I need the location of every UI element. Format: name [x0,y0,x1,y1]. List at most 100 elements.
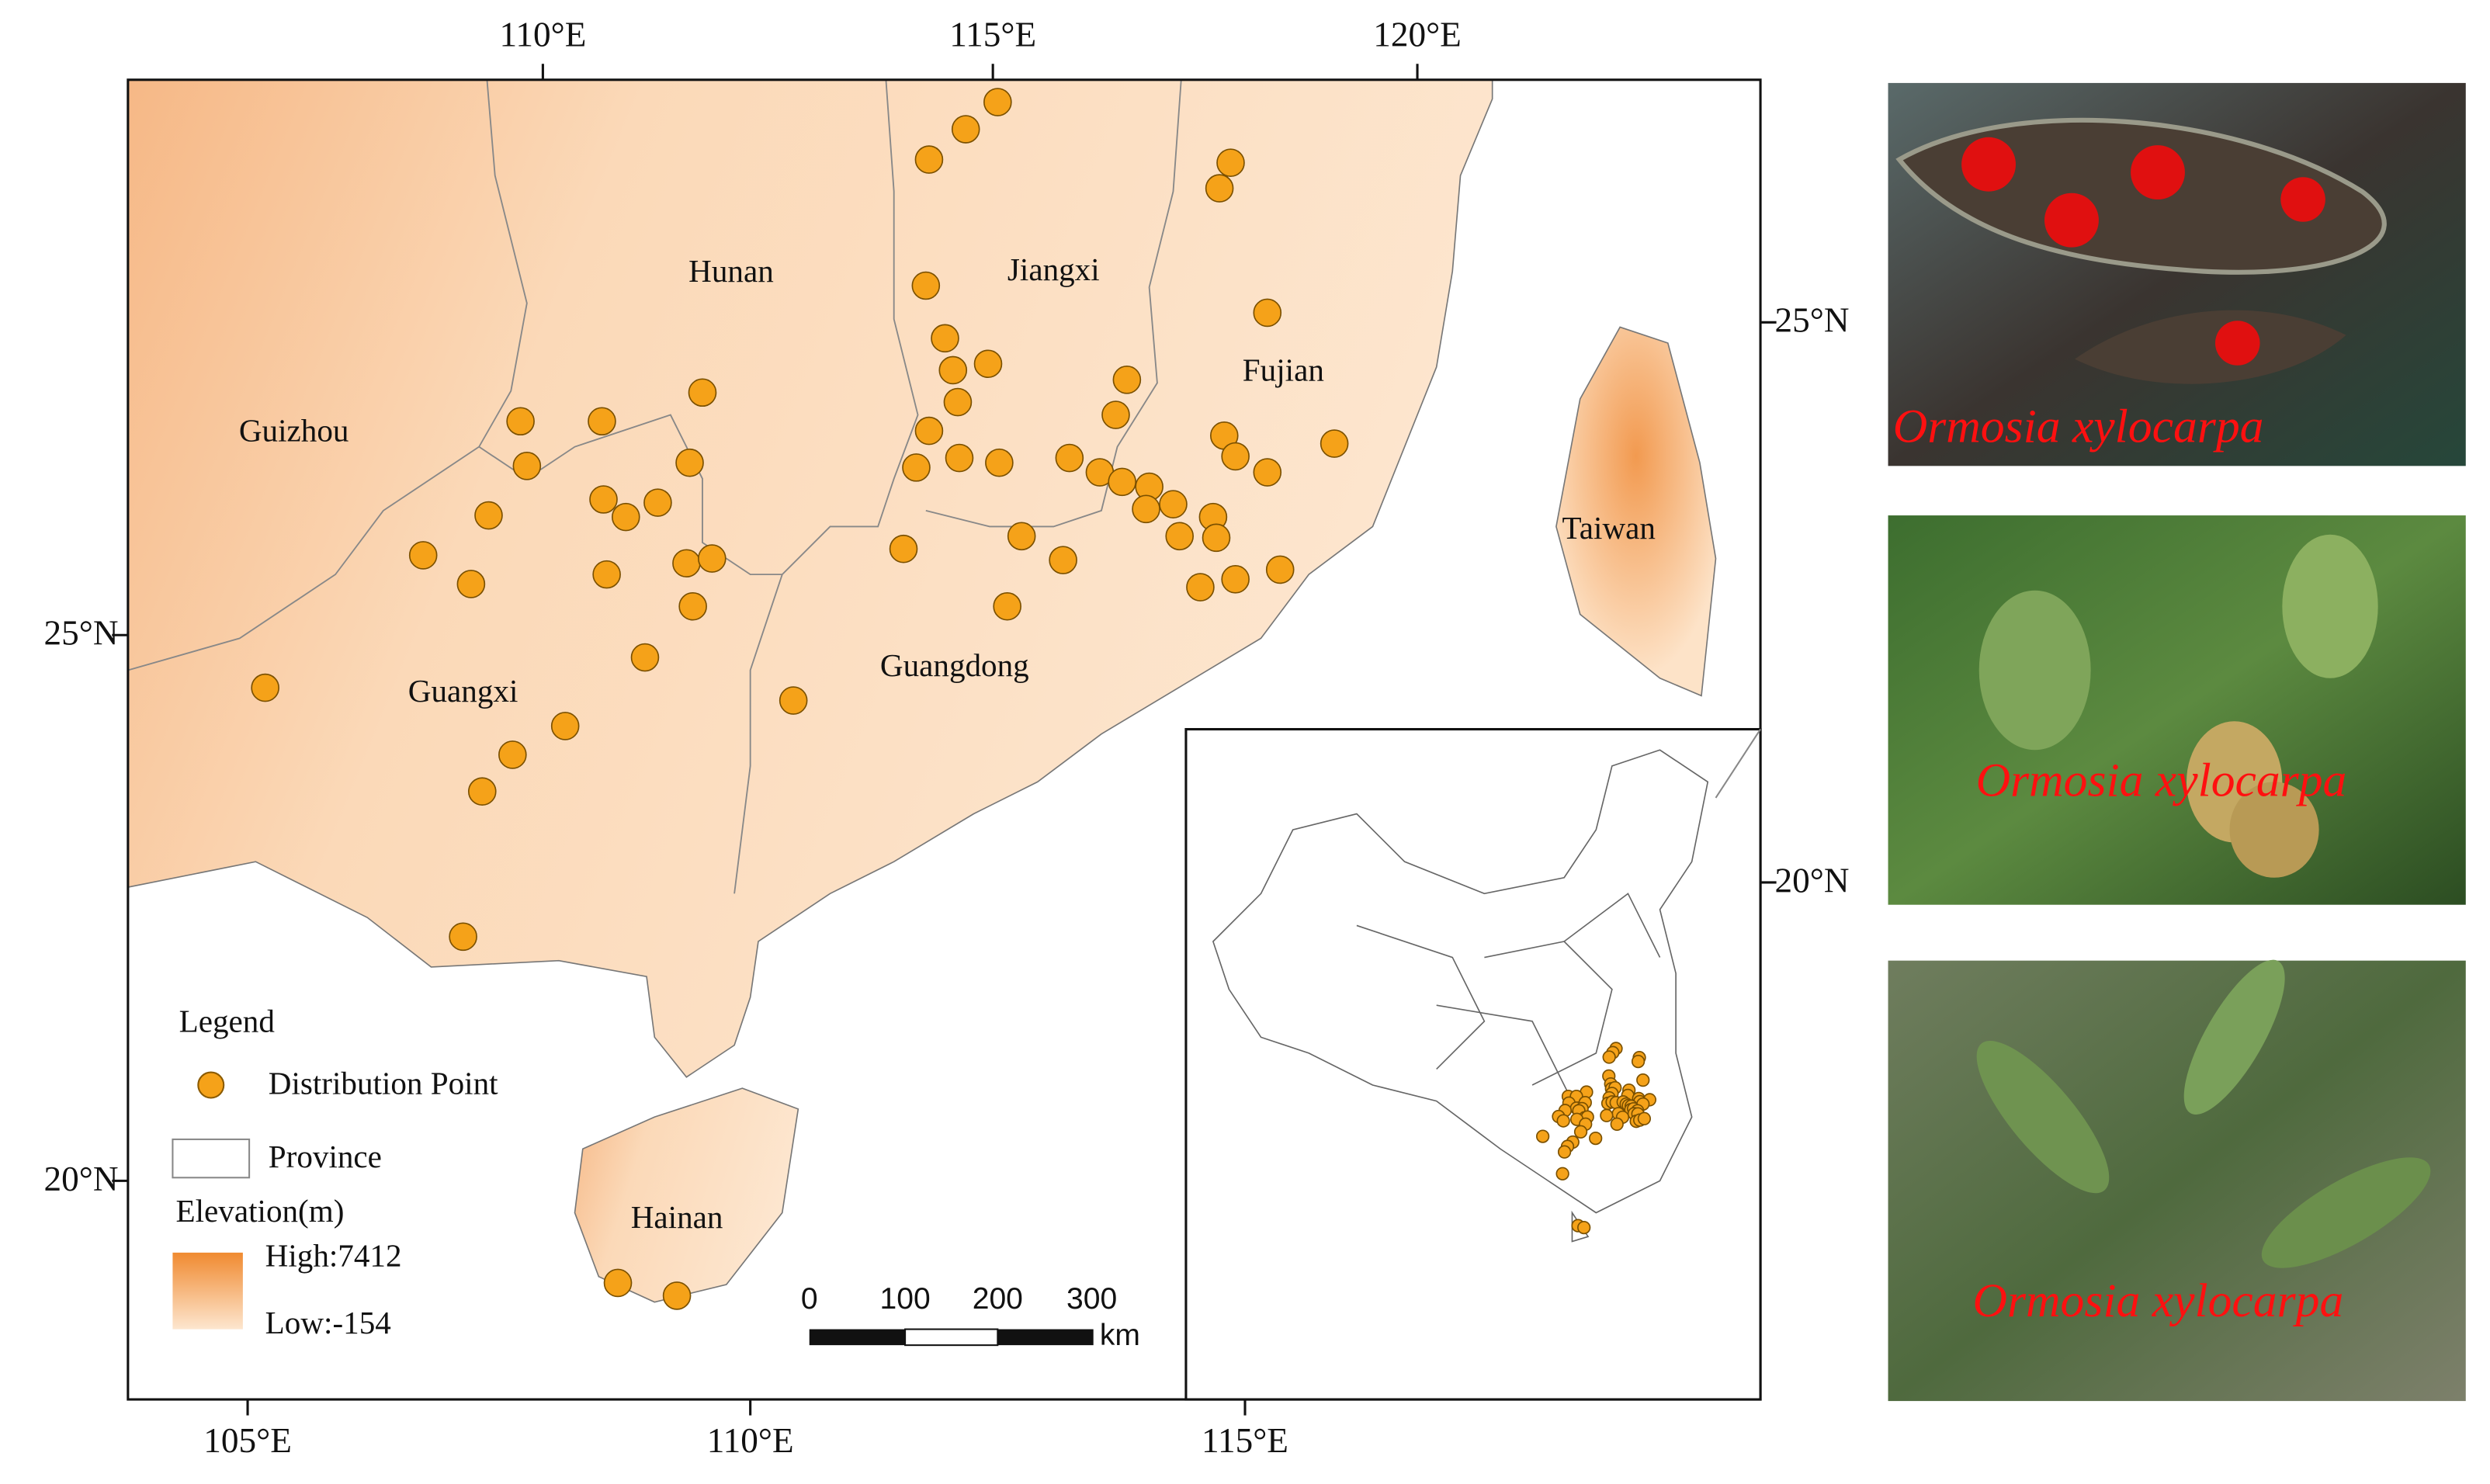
distribution-point [1320,429,1349,458]
distribution-point [474,501,503,530]
distribution-point [779,686,808,715]
province-label: Guangxi [408,673,518,709]
axis-label: 115°E [949,16,1036,54]
distribution-point [1253,298,1282,328]
inset-point [1602,1050,1616,1064]
distribution-point [456,570,486,598]
distribution-point [914,145,944,174]
legend-elevation-ramp [172,1252,243,1330]
taiwan [1555,326,1717,697]
photo [1888,515,2466,905]
scale-unit: km [1100,1319,1140,1352]
province-label: Guizhou [239,413,349,449]
distribution-point [931,324,959,353]
province-label: Hunan [688,253,774,289]
scale-label: 100 [880,1282,931,1316]
distribution-point [467,777,497,806]
distribution-point [945,443,974,473]
axis-label: 115°E [1202,1421,1288,1460]
distribution-point [672,549,701,578]
distribution-point [1186,573,1215,602]
distribution-point [592,560,621,589]
distribution-point [1253,458,1282,487]
inset-china [1212,749,1709,1243]
distribution-point [1055,443,1084,473]
distribution-point [408,541,438,570]
distribution-point [550,712,580,740]
province-label: Fujian [1243,352,1324,388]
photo [1888,82,2466,466]
inset-point [1636,1073,1650,1087]
distribution-point [630,643,660,672]
distribution-point [449,922,477,952]
axis-label: 120°E [1373,16,1462,54]
distribution-point [1216,148,1245,178]
distribution-point [603,1268,633,1298]
photo-caption: Ormosia xylocarpa [1972,1274,2343,1327]
distribution-point [1159,490,1188,518]
distribution-point [688,378,717,407]
distribution-point [662,1281,692,1310]
legend-label: Distribution Point [269,1066,498,1101]
distribution-point [1221,564,1250,594]
distribution-point [985,448,1014,477]
legend-label: Low:-154 [265,1305,391,1340]
distribution-point [1202,523,1231,553]
distribution-point [1221,442,1250,471]
photo-caption: Ormosia xylocarpa [1893,400,2264,452]
photo [1888,959,2466,1402]
distribution-point [1132,494,1160,524]
inset-point [1631,1054,1646,1069]
distribution-point [643,488,672,517]
distribution-point [1049,546,1077,574]
province-label: Taiwan [1562,510,1656,546]
distribution-point [973,349,1003,379]
scale-label: 300 [1066,1282,1117,1316]
distribution-point [1265,555,1295,584]
axis-label: 25°N [44,614,119,653]
inset-point [1610,1117,1624,1132]
distribution-point [612,502,640,532]
distribution-point [678,591,707,621]
axis-ticks [112,64,1777,1416]
distribution-point [1112,366,1142,394]
distribution-point [938,355,968,385]
distribution-point [889,534,918,563]
province-label: Hainan [631,1199,723,1235]
distribution-point [993,591,1021,621]
legend-title: Legend [179,1003,276,1038]
distribution-point [902,453,931,482]
photo-caption: Ormosia xylocarpa [1976,754,2347,807]
axis-label: 20°N [1775,861,1850,900]
inset-point [1577,1220,1591,1235]
scale-label: 200 [973,1282,1023,1316]
distribution-point [1108,467,1136,497]
inset-point [1556,1114,1570,1128]
hainan [574,1087,799,1303]
distribution-point [951,115,980,144]
inset-point [1557,1145,1572,1159]
main-map [127,79,1717,1310]
distribution-point [251,673,279,702]
distribution-point [911,271,941,300]
legend-label: Province [269,1139,382,1174]
legend-point-symbol [197,1071,225,1099]
distribution-point [1007,522,1036,551]
distribution-point [589,485,618,514]
inset-point [1573,1125,1588,1139]
axis-label: 105°E [203,1421,292,1460]
inset-point [1555,1167,1569,1181]
inset-point [1589,1131,1603,1146]
legend-label: High:7412 [265,1238,402,1274]
distribution-point [943,387,973,417]
distribution-point [506,407,535,436]
province-label: Jiangxi [1007,251,1100,287]
distribution-points [251,88,1349,1310]
distribution-point [588,407,616,436]
axis-label: 25°N [1775,301,1850,340]
inset-point [1637,1111,1652,1125]
distribution-point [512,452,542,480]
scale-label: 0 [801,1282,818,1316]
province-label: Guangdong [880,647,1029,683]
